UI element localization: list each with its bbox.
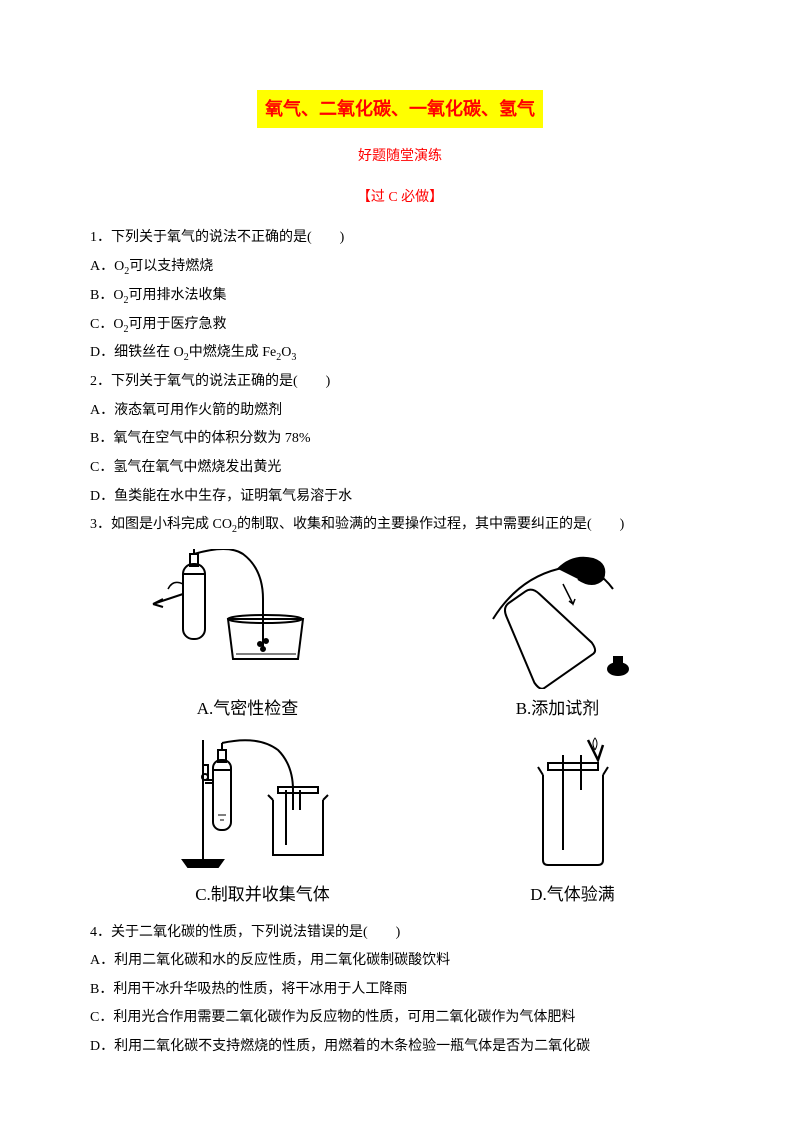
text: A．O bbox=[90, 259, 124, 274]
q4-optA: A．利用二氧化碳和水的反应性质，用二氧化碳制碳酸饮料 bbox=[90, 948, 710, 975]
text: 可用排水法收集 bbox=[128, 288, 226, 303]
caption-A: A.气密性检查 bbox=[148, 693, 348, 725]
q2-optD: D．鱼类能在水中生存，证明氧气易溶于水 bbox=[90, 484, 710, 511]
apparatus-icon-D bbox=[503, 735, 643, 875]
apparatus-icon-A bbox=[148, 549, 348, 689]
text: 的制取、收集和验满的主要操作过程，其中需要纠正的是( ) bbox=[237, 517, 624, 532]
subtitle: 好题随堂演练 bbox=[90, 144, 710, 171]
apparatus-icon-C bbox=[158, 735, 368, 875]
text: 可以支持燃烧 bbox=[129, 259, 213, 274]
q1-optA: A．O2可以支持燃烧 bbox=[90, 254, 710, 281]
tag-line: 【过 C 必做】 bbox=[90, 185, 710, 212]
caption-C: C.制取并收集气体 bbox=[158, 879, 368, 911]
text: O bbox=[281, 345, 291, 360]
figure-A: A.气密性检查 bbox=[148, 549, 348, 725]
page-title: 氧气、二氧化碳、一氧化碳、氢气 bbox=[257, 90, 543, 128]
q4-optB: B．利用干冰升华吸热的性质，将干冰用于人工降雨 bbox=[90, 977, 710, 1004]
q1-optC: C．O2可用于医疗急救 bbox=[90, 312, 710, 339]
q2-optC: C．氢气在氧气中燃烧发出黄光 bbox=[90, 455, 710, 482]
q1-optB: B．O2可用排水法收集 bbox=[90, 283, 710, 310]
q3-stem: 3．如图是小科完成 CO2的制取、收集和验满的主要操作过程，其中需要纠正的是( … bbox=[90, 512, 710, 539]
text: D．细铁丝在 O bbox=[90, 345, 184, 360]
caption-D: D.气体验满 bbox=[503, 879, 643, 911]
figure-D: D.气体验满 bbox=[503, 735, 643, 911]
text: 中燃烧生成 Fe bbox=[189, 345, 277, 360]
figure-row-1: A.气密性检查 B.添加试剂 bbox=[90, 549, 710, 725]
q1-optD: D．细铁丝在 O2中燃烧生成 Fe2O3 bbox=[90, 340, 710, 367]
apparatus-icon-B bbox=[463, 549, 653, 689]
q2-optB: B．氧气在空气中的体积分数为 78% bbox=[90, 426, 710, 453]
caption-B: B.添加试剂 bbox=[463, 693, 653, 725]
q4-stem: 4．关于二氧化碳的性质，下列说法错误的是( ) bbox=[90, 920, 710, 947]
subscript: 3 bbox=[291, 352, 296, 363]
figure-row-2: C.制取并收集气体 D.气体验满 bbox=[90, 735, 710, 911]
text: B．O bbox=[90, 288, 123, 303]
text: C．O bbox=[90, 317, 123, 332]
text: 可用于医疗急救 bbox=[128, 317, 226, 332]
q4-optD: D．利用二氧化碳不支持燃烧的性质，用燃着的木条检验一瓶气体是否为二氧化碳 bbox=[90, 1034, 710, 1061]
figure-C: C.制取并收集气体 bbox=[158, 735, 368, 911]
figure-B: B.添加试剂 bbox=[463, 549, 653, 725]
q4-optC: C．利用光合作用需要二氧化碳作为反应物的性质，可用二氧化碳作为气体肥料 bbox=[90, 1005, 710, 1032]
q2-stem: 2．下列关于氧气的说法正确的是( ) bbox=[90, 369, 710, 396]
text: 3．如图是小科完成 CO bbox=[90, 517, 232, 532]
q2-optA: A．液态氧可用作火箭的助燃剂 bbox=[90, 398, 710, 425]
q1-stem: 1．下列关于氧气的说法不正确的是( ) bbox=[90, 225, 710, 252]
